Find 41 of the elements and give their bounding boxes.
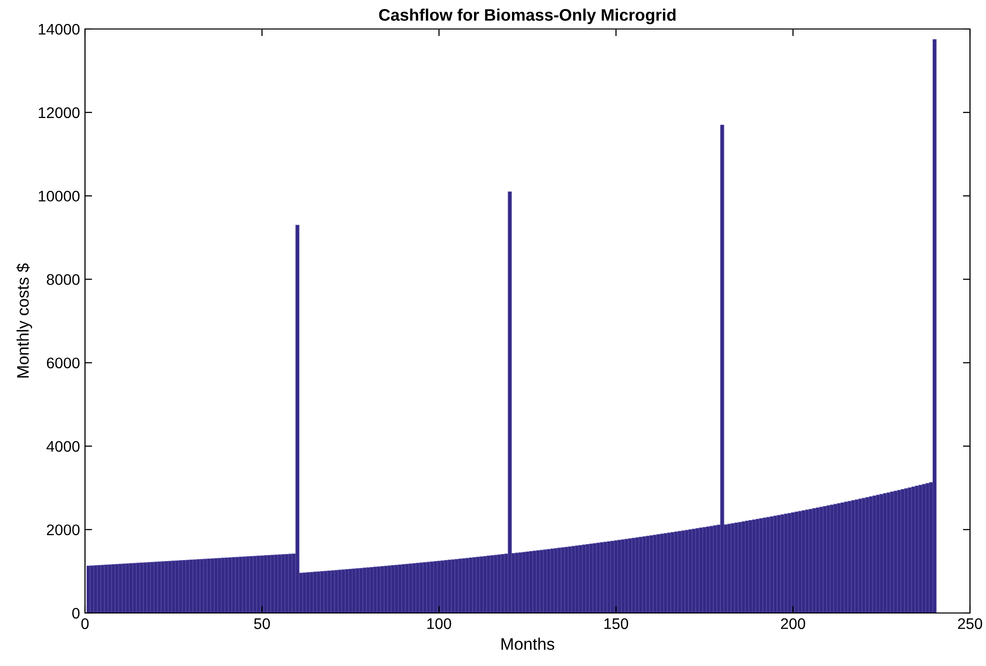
x-tick-label: 200 [781, 618, 806, 630]
bar [288, 554, 292, 613]
bar [246, 556, 250, 613]
bar [865, 497, 870, 613]
bar [508, 191, 512, 613]
y-tick-label: 14000 [38, 24, 80, 35]
bar [688, 529, 692, 613]
bar [908, 487, 912, 613]
x-tick-label: 100 [427, 618, 452, 630]
bar [376, 566, 381, 613]
bar [157, 561, 162, 613]
y-tick-label: 4000 [46, 441, 80, 452]
y-tick-label: 6000 [46, 358, 80, 368]
bar [200, 558, 204, 613]
bar [334, 570, 338, 613]
bar [932, 39, 937, 613]
x-axis-title: Months [502, 638, 554, 650]
chart-title: Cashflow for Biomass-Only Microgrid [379, 8, 676, 24]
x-tick-label: 50 [254, 618, 270, 630]
x-tick-label: 250 [958, 618, 982, 630]
y-tick-label: 2000 [46, 524, 80, 536]
bar [600, 542, 604, 613]
bar [642, 536, 646, 613]
bar [730, 523, 735, 613]
bar [819, 506, 824, 613]
bar [614, 540, 618, 613]
bar [776, 514, 781, 613]
bar [111, 564, 116, 613]
x-tick-label: 150 [604, 618, 628, 630]
bar [422, 562, 427, 613]
y-tick-label: 8000 [46, 274, 80, 285]
y-tick-label: 10000 [38, 190, 80, 202]
bar [465, 558, 470, 613]
y-tick-label: 0 [72, 608, 80, 619]
y-tick-label: 12000 [38, 107, 80, 118]
bar [720, 124, 724, 613]
x-tick-label: 0 [81, 618, 89, 630]
bar [295, 224, 300, 613]
bar [791, 512, 795, 613]
y-axis-title: Monthly costs $ [16, 263, 32, 378]
bar [554, 548, 558, 613]
